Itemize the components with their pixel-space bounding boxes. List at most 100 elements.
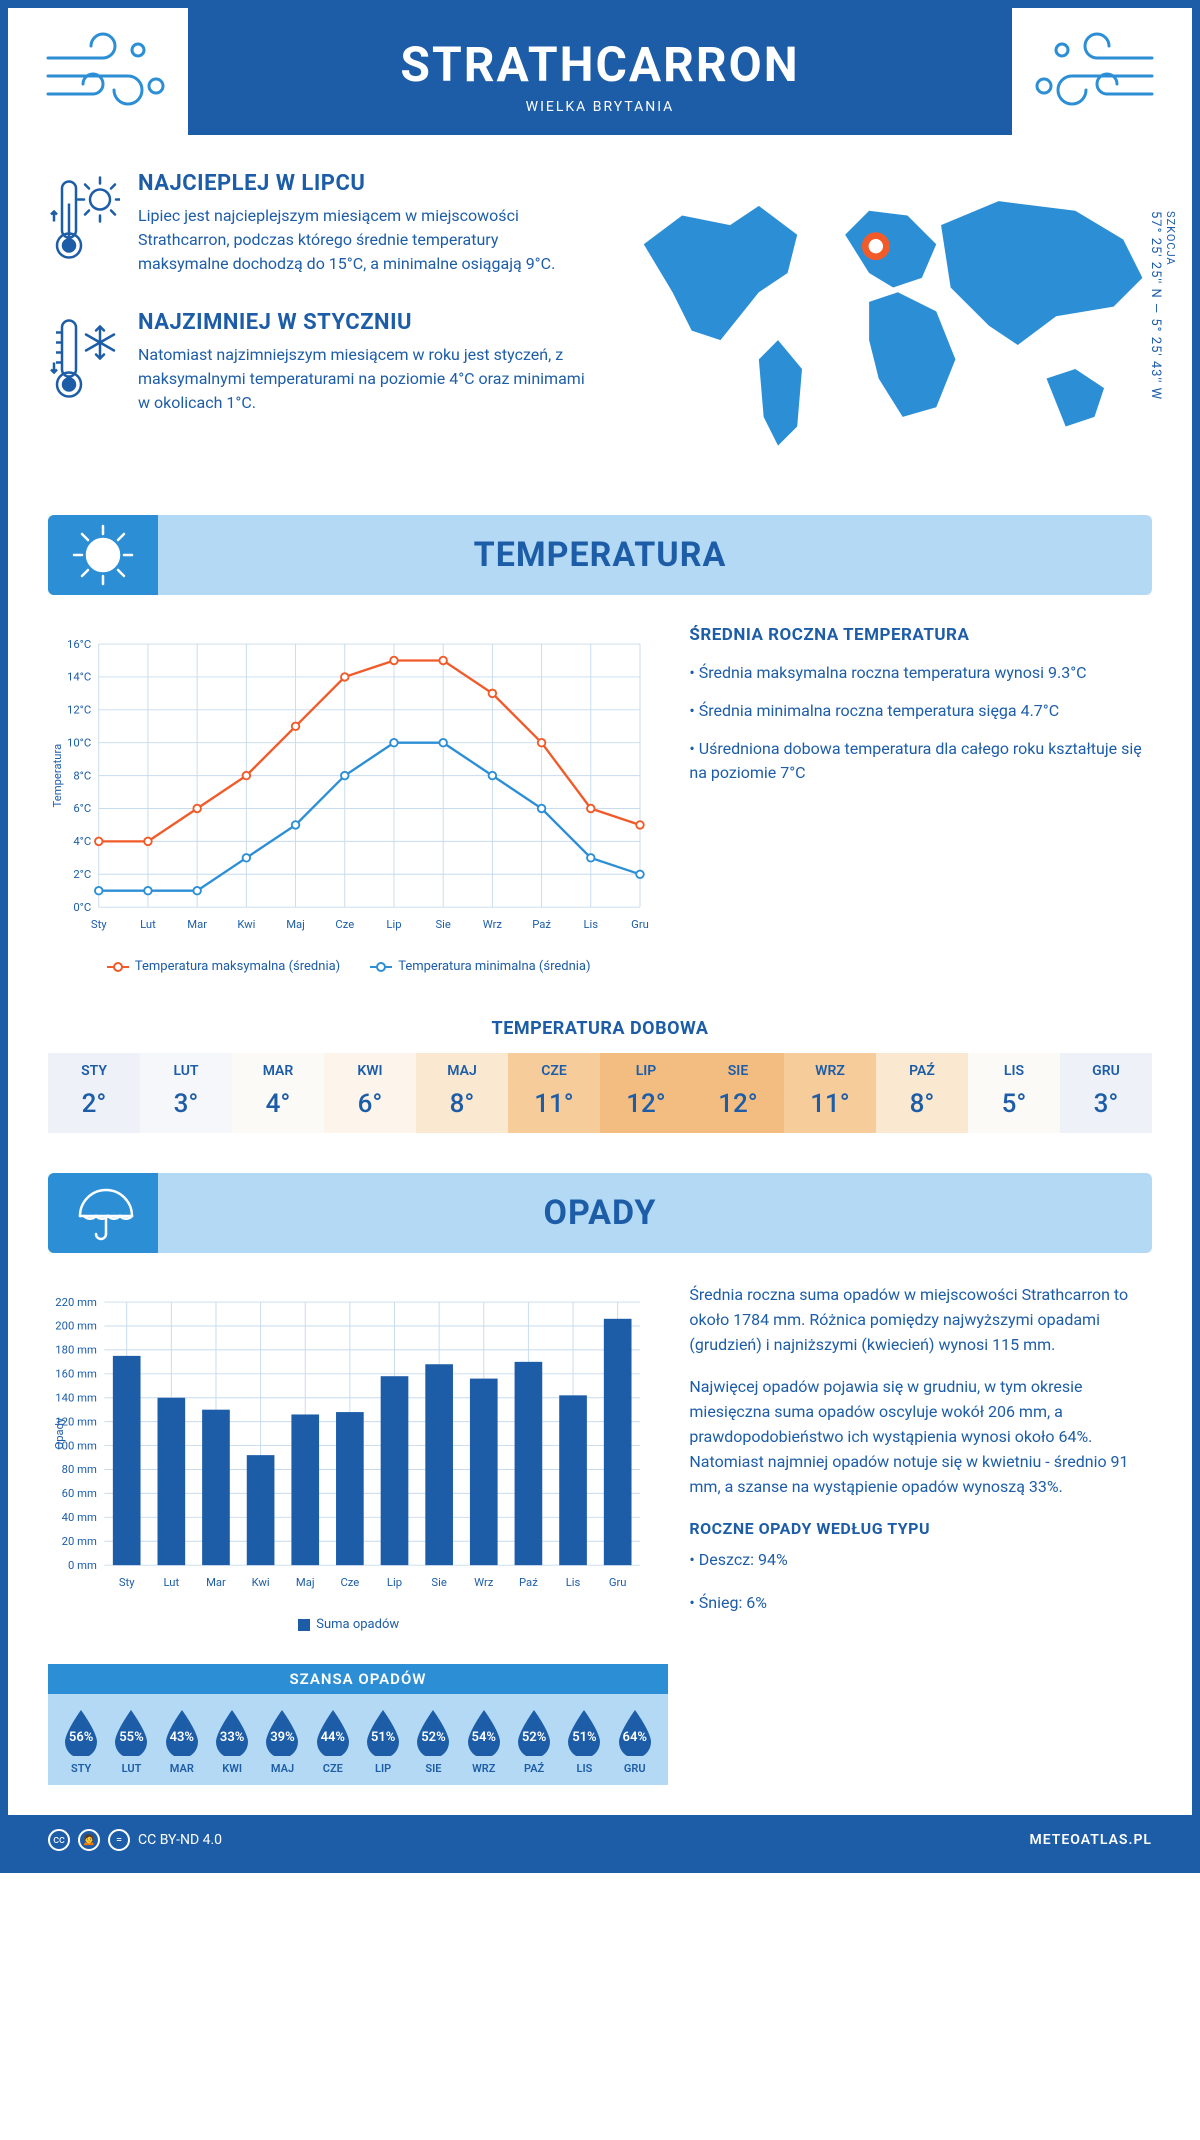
chance-pct: 54% [464,1730,504,1745]
daily-value: 6° [324,1089,416,1119]
chance-drop: 44% CZE [308,1708,358,1775]
daily-cell: MAJ 8° [416,1053,508,1133]
precip-legend: Suma opadów [48,1617,649,1632]
thermometer-sun-icon [48,171,120,276]
coldest-title: NAJZIMNIEJ W STYCZNIU [138,310,585,335]
avg-temp-title: ŚREDNIA ROCZNA TEMPERATURA [689,625,1152,645]
chance-pct: 33% [212,1730,252,1745]
warmest-title: NAJCIEPLEJ W LIPCU [138,171,585,196]
chance-month: MAR [157,1762,207,1775]
precipitation-heading: OPADY [544,1193,657,1233]
svg-text:80 mm: 80 mm [62,1463,97,1476]
chance-pct: 51% [564,1730,604,1745]
chance-drop: 51%LIS [559,1708,609,1775]
daily-value: 11° [784,1089,876,1119]
svg-text:4°C: 4°C [73,835,91,848]
svg-text:Lis: Lis [566,1576,581,1589]
precip-para-2: Najwięcej opadów pojawia się w grudniu, … [689,1375,1152,1499]
svg-text:Paź: Paź [519,1576,538,1589]
warm-cold-column: NAJCIEPLEJ W LIPCU Lipiec jest najcieple… [48,171,585,475]
svg-text:200 mm: 200 mm [55,1320,97,1333]
chance-drop: 64% GRU [610,1708,660,1775]
svg-text:Mar: Mar [206,1576,226,1589]
coldest-text: NAJZIMNIEJ W STYCZNIU Natomiast najzimni… [138,310,585,415]
daily-cell: PAŹ8° [876,1053,968,1133]
daily-cell: LIP12° [600,1053,692,1133]
chance-drop: 33% KWI [207,1708,257,1775]
svg-text:Lut: Lut [163,1576,179,1589]
daily-value: 11° [508,1089,600,1119]
daily-month: WRZ [784,1063,876,1079]
temp-legend: Temperatura maksymalna (średnia) Tempera… [48,959,649,974]
chance-month: SIE [408,1762,458,1775]
svg-text:Cze: Cze [340,1576,359,1589]
country-subtitle: WIELKA BRYTANIA [208,99,992,115]
daily-value: 12° [600,1089,692,1119]
chance-drop: 56% STY [56,1708,106,1775]
daily-cell: SIE 12° [692,1053,784,1133]
weather-infographic: STRATHCARRON WIELKA BRYTANIA [0,0,1200,1873]
temp-bullet: • Średnia minimalna roczna temperatura s… [689,699,1152,723]
svg-text:Temperatura: Temperatura [51,744,64,808]
chance-month: PAŹ [509,1762,559,1775]
svg-text:10°C: 10°C [67,736,91,749]
warmest-text: NAJCIEPLEJ W LIPCU Lipiec jest najcieple… [138,171,585,276]
daily-cell: GRU3° [1060,1053,1152,1133]
chance-pct: 44% [313,1730,353,1745]
daily-value: 8° [416,1089,508,1119]
svg-text:Sty: Sty [119,1576,135,1589]
chance-month: GRU [610,1762,660,1775]
daily-value: 12° [692,1089,784,1119]
svg-text:6°C: 6°C [73,802,91,815]
svg-text:Kwi: Kwi [237,918,255,931]
wind-icon [38,28,188,118]
svg-text:180 mm: 180 mm [55,1344,97,1357]
temp-summary: ŚREDNIA ROCZNA TEMPERATURA • Średnia mak… [689,625,1152,974]
daily-cell: LIS5° [968,1053,1060,1133]
precipitation-chart: 0 mm20 mm40 mm60 mm80 mm100 mm120 mm140 … [48,1283,649,1634]
chance-pct: 56% [61,1730,101,1745]
precip-type-title: ROCZNE OPADY WEDŁUG TYPU [689,1519,1152,1538]
chance-pct: 52% [413,1730,453,1745]
svg-text:220 mm: 220 mm [55,1296,97,1309]
world-map: SZKOCJA 57° 25' 25'' N — 5° 25' 43'' W [615,171,1152,475]
daily-month: LUT [140,1063,232,1079]
svg-text:Sty: Sty [91,918,107,931]
svg-text:Paź: Paź [532,918,551,931]
chance-pct: 55% [111,1730,151,1745]
daily-month: SIE [692,1063,784,1079]
precipitation-body: 0 mm20 mm40 mm60 mm80 mm100 mm120 mm140 … [8,1253,1192,1654]
svg-text:Wrz: Wrz [483,918,503,931]
daily-cell: WRZ 11° [784,1053,876,1133]
temp-bullet: • Średnia maksymalna roczna temperatura … [689,661,1152,685]
chance-month: STY [56,1762,106,1775]
precip-para-1: Średnia roczna suma opadów w miejscowośc… [689,1283,1152,1357]
chance-drop: 39%MAJ [257,1708,307,1775]
precip-type: • Śnieg: 6% [689,1591,1152,1616]
chance-pct: 39% [262,1730,302,1745]
daily-cell: CZE11° [508,1053,600,1133]
chance-pct: 52% [514,1730,554,1745]
chance-month: KWI [207,1762,257,1775]
nd-icon: = [108,1829,130,1851]
temperature-body: 0°C2°C4°C6°C8°C10°C12°C14°C16°CStyLutMar… [8,595,1192,994]
svg-text:Opady: Opady [53,1417,66,1450]
chance-row: 56%STY55%LUT43%MAR33%KWI39%MAJ44%CZE51%L… [48,1694,668,1785]
warmest-desc: Lipiec jest najcieplejszym miesiącem w m… [138,204,585,276]
daily-month: MAR [232,1063,324,1079]
cc-icon: cc [48,1829,70,1851]
chance-drop: 52% PAŹ [509,1708,559,1775]
precip-summary: Średnia roczna suma opadów w miejscowośc… [689,1283,1152,1634]
daily-cell: STY2° [48,1053,140,1133]
daily-month: MAJ [416,1063,508,1079]
chance-month: CZE [308,1762,358,1775]
map-svg [615,171,1152,471]
svg-text:Mar: Mar [187,918,207,931]
chance-pct: 64% [615,1730,655,1745]
legend-min: Temperatura minimalna (średnia) [398,959,590,974]
temperature-chart: 0°C2°C4°C6°C8°C10°C12°C14°C16°CStyLutMar… [48,625,649,974]
precip-type: • Deszcz: 94% [689,1548,1152,1573]
latlon: 57° 25' 25'' N — 5° 25' 43'' W [1148,211,1163,400]
location-title: STRATHCARRON [208,36,992,93]
daily-temp-title: TEMPERATURA DOBOWA [8,1018,1192,1039]
